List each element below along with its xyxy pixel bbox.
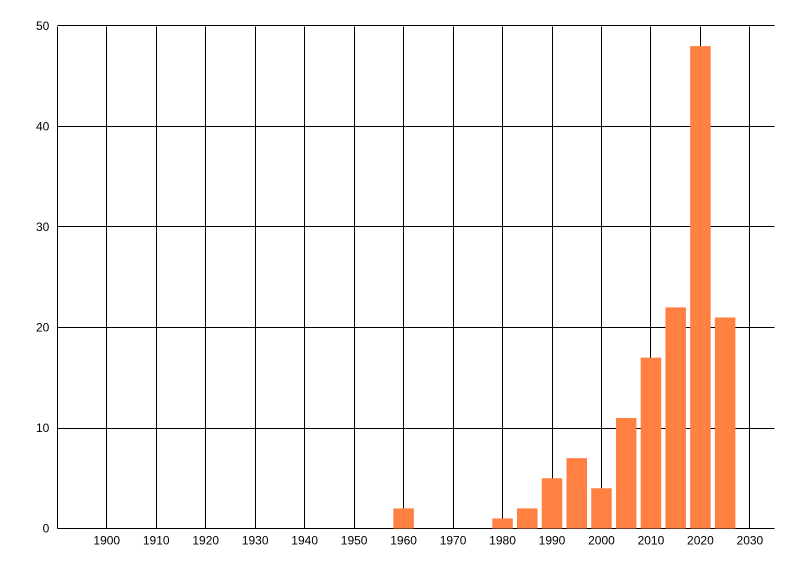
svg-text:1990: 1990: [539, 534, 566, 548]
svg-text:2010: 2010: [638, 534, 665, 548]
svg-text:1950: 1950: [341, 534, 368, 548]
svg-text:1980: 1980: [489, 534, 516, 548]
svg-text:2030: 2030: [737, 534, 764, 548]
svg-text:2000: 2000: [588, 534, 615, 548]
svg-text:0: 0: [43, 522, 50, 536]
svg-text:1940: 1940: [291, 534, 318, 548]
svg-text:2020: 2020: [687, 534, 714, 548]
svg-text:50: 50: [36, 19, 50, 33]
svg-text:10: 10: [36, 421, 50, 435]
svg-text:1910: 1910: [143, 534, 170, 548]
svg-text:30: 30: [36, 220, 50, 234]
svg-text:1960: 1960: [390, 534, 417, 548]
svg-text:1930: 1930: [242, 534, 269, 548]
svg-text:40: 40: [36, 120, 50, 134]
svg-text:20: 20: [36, 321, 50, 335]
svg-text:1970: 1970: [440, 534, 467, 548]
svg-text:1900: 1900: [93, 534, 120, 548]
svg-text:1920: 1920: [192, 534, 219, 548]
